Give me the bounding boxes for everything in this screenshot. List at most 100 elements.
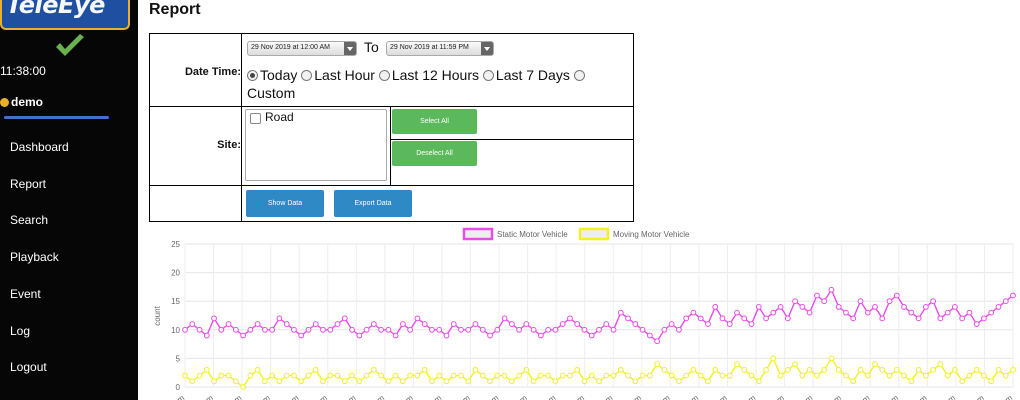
site-list[interactable]: Road — [245, 109, 387, 181]
data-point-static[interactable] — [705, 321, 711, 327]
data-point-moving[interactable] — [552, 378, 559, 385]
data-point-static[interactable] — [399, 321, 406, 327]
data-point-moving[interactable] — [646, 372, 653, 379]
data-point-moving[interactable] — [806, 366, 813, 373]
data-point-static[interactable] — [712, 304, 719, 310]
data-point-static[interactable] — [1002, 298, 1009, 305]
data-point-moving[interactable] — [349, 372, 355, 379]
data-point-moving[interactable] — [501, 372, 508, 379]
data-point-static[interactable] — [813, 292, 820, 299]
data-point-static[interactable] — [857, 298, 864, 305]
data-point-static[interactable] — [901, 304, 907, 310]
data-point-static[interactable] — [886, 298, 893, 305]
data-point-moving[interactable] — [850, 378, 857, 385]
data-point-moving[interactable] — [922, 372, 929, 379]
data-point-moving[interactable] — [269, 372, 276, 379]
data-point-static[interactable] — [203, 332, 210, 339]
data-point-static[interactable] — [472, 321, 479, 327]
data-point-static[interactable] — [240, 332, 247, 339]
data-point-moving[interactable] — [632, 378, 639, 385]
data-point-static[interactable] — [458, 326, 464, 333]
data-point-moving[interactable] — [261, 378, 268, 385]
data-point-static[interactable] — [574, 321, 581, 327]
data-point-moving[interactable] — [537, 372, 544, 379]
data-point-moving[interactable] — [734, 361, 740, 368]
data-point-static[interactable] — [494, 326, 501, 333]
data-point-moving[interactable] — [472, 366, 479, 373]
data-point-moving[interactable] — [951, 366, 958, 373]
data-point-moving[interactable] — [973, 366, 980, 373]
data-point-static[interactable] — [835, 304, 842, 310]
data-point-static[interactable] — [465, 326, 472, 333]
data-point-static[interactable] — [189, 321, 196, 327]
data-point-static[interactable] — [523, 321, 530, 327]
data-point-moving[interactable] — [886, 372, 893, 379]
data-point-static[interactable] — [683, 315, 690, 322]
data-point-moving[interactable] — [341, 378, 348, 385]
data-point-static[interactable] — [995, 304, 1002, 310]
data-point-moving[interactable] — [705, 378, 711, 385]
data-point-static[interactable] — [567, 315, 573, 322]
data-point-static[interactable] — [690, 309, 697, 316]
data-point-static[interactable] — [211, 315, 217, 322]
data-point-moving[interactable] — [567, 372, 573, 379]
data-point-moving[interactable] — [312, 366, 319, 373]
data-point-static[interactable] — [908, 309, 915, 316]
data-point-moving[interactable] — [581, 378, 588, 385]
data-point-moving[interactable] — [901, 372, 907, 379]
data-point-moving[interactable] — [240, 384, 247, 390]
data-point-static[interactable] — [443, 332, 450, 339]
data-point-moving[interactable] — [843, 372, 849, 379]
data-point-moving[interactable] — [370, 366, 377, 373]
data-point-moving[interactable] — [930, 366, 937, 373]
data-point-moving[interactable] — [378, 372, 385, 379]
data-point-moving[interactable] — [283, 372, 290, 379]
data-point-moving[interactable] — [872, 361, 878, 368]
data-point-static[interactable] — [603, 321, 610, 327]
radio-last-12-hours[interactable]: Last 12 Hours — [378, 67, 479, 83]
data-point-static[interactable] — [770, 309, 777, 316]
data-point-moving[interactable] — [465, 378, 472, 385]
data-point-moving[interactable] — [450, 372, 457, 379]
data-point-moving[interactable] — [254, 366, 261, 373]
data-point-moving[interactable] — [385, 378, 392, 385]
data-point-moving[interactable] — [189, 378, 196, 385]
data-point-static[interactable] — [646, 332, 653, 339]
data-point-static[interactable] — [741, 315, 748, 322]
data-point-static[interactable] — [247, 326, 254, 333]
data-point-static[interactable] — [784, 315, 791, 322]
data-point-static[interactable] — [349, 326, 355, 333]
data-point-static[interactable] — [588, 332, 595, 339]
data-point-moving[interactable] — [864, 372, 871, 379]
data-point-static[interactable] — [508, 321, 515, 327]
data-point-moving[interactable] — [799, 372, 806, 379]
data-point-moving[interactable] — [988, 378, 995, 385]
data-point-static[interactable] — [668, 321, 675, 327]
data-point-static[interactable] — [291, 326, 297, 333]
data-point-moving[interactable] — [741, 366, 748, 373]
data-point-static[interactable] — [755, 304, 762, 310]
data-point-static[interactable] — [821, 298, 828, 305]
data-point-moving[interactable] — [959, 378, 966, 385]
data-point-moving[interactable] — [1002, 372, 1009, 379]
data-point-moving[interactable] — [617, 366, 624, 373]
data-point-moving[interactable] — [436, 372, 443, 379]
data-point-moving[interactable] — [530, 378, 537, 385]
data-point-static[interactable] — [581, 326, 588, 333]
radio-last-7-days[interactable]: Last 7 Days — [482, 67, 570, 83]
data-point-static[interactable] — [378, 326, 385, 333]
data-point-static[interactable] — [1010, 292, 1016, 299]
data-point-static[interactable] — [232, 326, 239, 333]
data-point-static[interactable] — [639, 326, 646, 333]
data-point-static[interactable] — [392, 332, 399, 339]
data-point-static[interactable] — [937, 315, 944, 322]
data-point-moving[interactable] — [908, 378, 915, 385]
data-point-static[interactable] — [407, 326, 414, 333]
nav-logout[interactable]: Logout — [10, 360, 47, 374]
data-point-static[interactable] — [922, 304, 929, 310]
data-point-static[interactable] — [269, 326, 276, 333]
radio-custom-label[interactable]: Custom — [247, 85, 296, 101]
data-point-static[interactable] — [792, 298, 799, 305]
data-point-moving[interactable] — [661, 366, 668, 373]
data-point-static[interactable] — [959, 315, 966, 322]
